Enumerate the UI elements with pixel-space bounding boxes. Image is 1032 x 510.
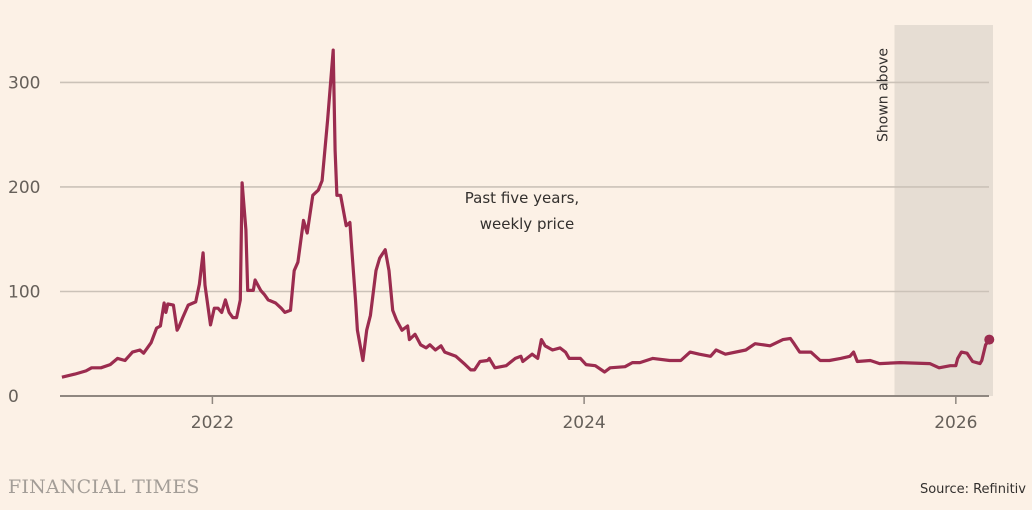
- shaded-region-label: Shown above: [875, 48, 891, 142]
- y-tick-label: 0: [8, 387, 19, 407]
- price-line: [61, 48, 991, 379]
- y-tick-label: 100: [8, 282, 40, 302]
- x-tick-label: 2024: [562, 413, 605, 433]
- y-tick-label: 300: [8, 73, 40, 93]
- source-note: Source: Refinitiv: [919, 482, 1026, 497]
- last-point-marker: [984, 334, 995, 345]
- x-tick-label: 2026: [934, 413, 977, 433]
- annotation-line-1: Past five years,: [465, 189, 579, 207]
- shaded-region: [894, 25, 993, 396]
- ft-logo: FINANCIAL TIMES: [8, 476, 200, 498]
- annotation-line-2: weekly price: [480, 215, 575, 233]
- x-tick-label: 2022: [191, 413, 234, 433]
- y-tick-label: 200: [8, 178, 40, 198]
